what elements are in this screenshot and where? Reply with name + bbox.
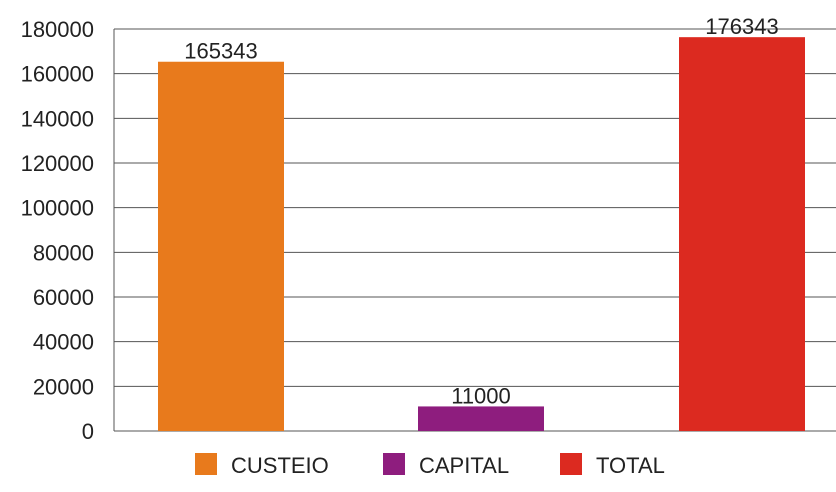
legend-swatch-capital [383,453,405,475]
legend: CUSTEIO CAPITAL TOTAL [195,453,665,478]
y-tick-label-140000: 140000 [21,106,94,131]
data-labels: 165343 11000 176343 [184,14,778,408]
data-label-total: 176343 [705,14,778,39]
bar-custeio [158,61,284,431]
data-label-capital: 11000 [451,383,511,408]
bars [158,37,805,432]
legend-label-custeio: CUSTEIO [231,453,329,478]
y-tick-label-100000: 100000 [21,196,94,221]
y-tick-label-20000: 20000 [33,374,94,399]
y-tick-label-0: 0 [82,419,94,444]
y-tick-label-60000: 60000 [33,285,94,310]
bar-capital [418,406,544,431]
legend-label-total: TOTAL [596,453,665,478]
y-axis-ticks: 0 20000 40000 60000 80000 100000 120000 140000 1… [21,17,94,444]
legend-label-capital: CAPITAL [419,453,509,478]
y-tick-label-80000: 80000 [33,240,94,265]
y-tick-label-160000: 160000 [21,62,94,87]
y-tick-label-40000: 40000 [33,330,94,355]
data-label-custeio: 165343 [184,39,257,64]
legend-swatch-custeio [195,453,217,475]
y-tick-label-120000: 120000 [21,151,94,176]
y-tick-label-180000: 180000 [21,17,94,42]
legend-swatch-total [560,453,582,475]
bar-total [679,37,805,432]
